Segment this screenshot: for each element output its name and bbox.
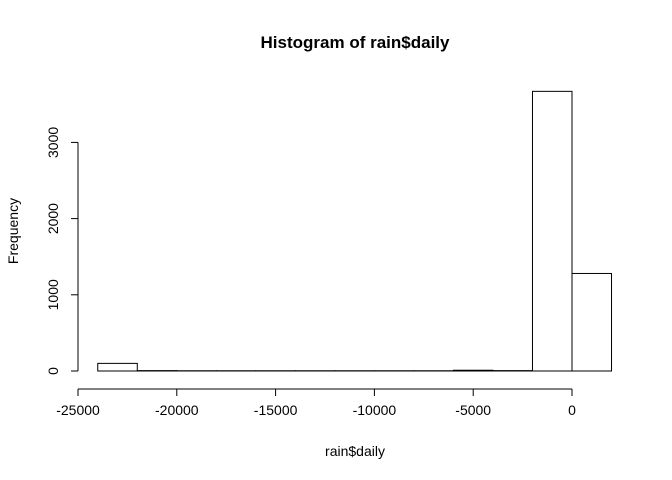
y-tick-label-3: 3000 [45, 127, 61, 158]
x-tick-label-0: -25000 [56, 402, 100, 418]
histogram-bar-0 [97, 362, 138, 372]
y-tick-label-0: 0 [45, 367, 61, 375]
histogram-bars [97, 90, 613, 372]
x-axis: -25000 -20000 -15000 -10000 -5000 0 [56, 388, 576, 418]
y-axis-label: Frequency [5, 198, 21, 264]
histogram-bar-11 [531, 90, 573, 372]
x-axis-label: rain$daily [325, 443, 385, 459]
x-tick-label-5: 0 [568, 402, 576, 418]
chart-title: Histogram of rain$daily [261, 33, 450, 52]
x-tick-label-3: -10000 [353, 402, 397, 418]
histogram-bar-9 [452, 369, 494, 372]
histogram-bar-12 [571, 272, 613, 372]
x-tick-label-2: -15000 [254, 402, 298, 418]
x-tick-label-4: -5000 [455, 402, 491, 418]
y-tick-label-2: 2000 [45, 203, 61, 234]
y-tick-label-1: 1000 [45, 279, 61, 310]
x-tick-label-1: -20000 [155, 402, 199, 418]
y-axis: 0 1000 2000 3000 [45, 127, 79, 375]
